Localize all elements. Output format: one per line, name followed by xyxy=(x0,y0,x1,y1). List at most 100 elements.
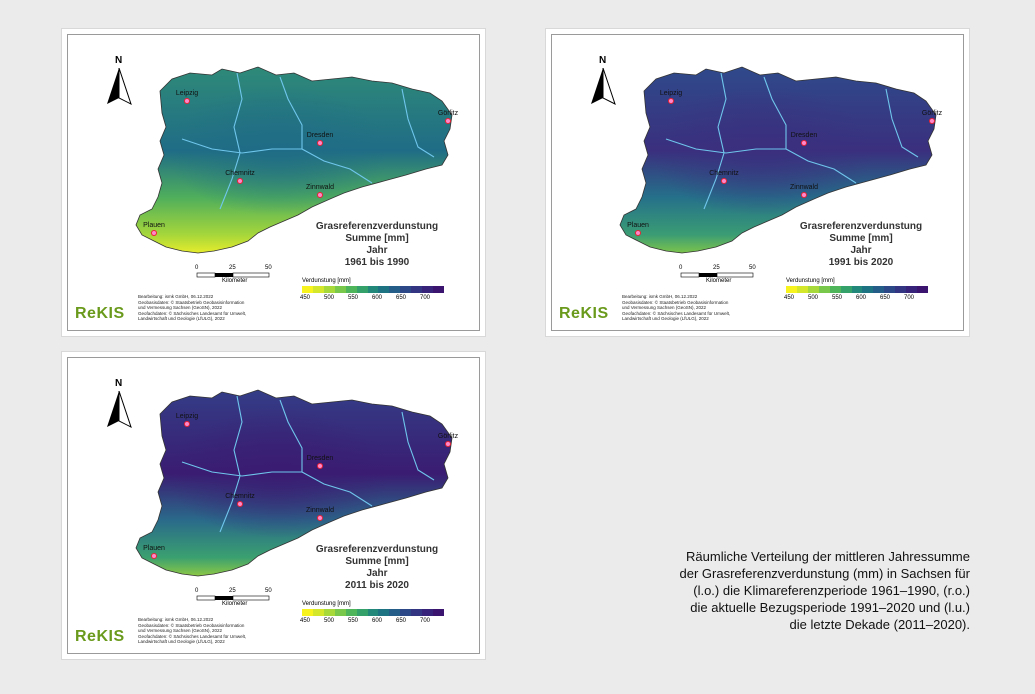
scale-bar xyxy=(196,595,270,601)
legend-swatch xyxy=(422,609,434,616)
city-marker xyxy=(668,98,674,104)
map-title-line: Summe [mm] xyxy=(345,556,409,567)
scale-tick-label: 50 xyxy=(749,265,756,271)
city-marker xyxy=(184,98,190,104)
credits-line: Landwirtschaft und Geologie (LfULG), 202… xyxy=(622,316,709,322)
legend-tick-label: 700 xyxy=(419,295,431,301)
legend-swatch xyxy=(400,286,412,293)
legend-tick-label: 550 xyxy=(831,295,843,301)
north-label: N xyxy=(599,55,607,66)
map-panel-1961-1990: N Leipzig Dresden Görlitz Chemnitz Zinnwald Pl… xyxy=(62,29,485,336)
north-arrow-icon xyxy=(107,391,132,428)
city-label: Leipzig xyxy=(659,90,683,97)
legend-swatch xyxy=(302,609,313,616)
city-marker xyxy=(721,178,727,184)
city-label: Plauen xyxy=(627,222,649,229)
legend-swatch xyxy=(840,286,852,293)
scale-tick-label: 25 xyxy=(229,588,236,594)
legend-swatch xyxy=(906,286,918,293)
caption-line: die aktuelle Bezugsperiode 1991–2020 und… xyxy=(690,600,970,615)
scale-tick-label: 50 xyxy=(265,265,272,271)
map-frame xyxy=(67,357,480,654)
city-marker xyxy=(317,140,323,146)
city-label: Leipzig xyxy=(175,413,199,420)
legend-tick-label: 500 xyxy=(807,295,819,301)
legend-swatch xyxy=(917,286,928,293)
credits-line: Geofachdaten: © Sächsisches Landesamt fü… xyxy=(138,633,247,639)
legend-title: Verdunstung [mm] xyxy=(302,601,351,607)
legend-swatch xyxy=(378,286,390,293)
scale-tick-label: 0 xyxy=(679,265,683,271)
legend-swatch xyxy=(818,286,830,293)
north-label: N xyxy=(115,55,123,66)
city-marker xyxy=(151,230,157,236)
legend-swatch xyxy=(334,609,346,616)
legend-swatch xyxy=(400,609,412,616)
map-title-line: Grasreferenzverdunstung xyxy=(799,221,923,232)
credits-line: Geobasisdaten: © Staatsbetrieb Geobasisi… xyxy=(622,299,729,305)
legend-color-bar xyxy=(302,609,444,616)
river-line xyxy=(301,148,373,184)
legend-tick-label: 500 xyxy=(323,295,335,301)
river-line xyxy=(279,399,303,472)
legend-swatch xyxy=(378,609,390,616)
city-marker xyxy=(317,192,323,198)
city-label: Dresden xyxy=(790,132,818,139)
region-shading xyxy=(620,67,936,253)
city-label: Leipzig xyxy=(175,90,199,97)
city-label: Plauen xyxy=(143,222,165,229)
map-title-line: 1961 bis 1990 xyxy=(344,257,410,268)
city-marker xyxy=(151,553,157,559)
city-marker xyxy=(445,441,451,447)
legend-swatch xyxy=(796,286,808,293)
region-shading xyxy=(136,67,452,253)
map-title-line: 2011 bis 2020 xyxy=(345,580,409,591)
credits-text: Bearbeitung: ismk GmbH, 06.12.2022 Geobas… xyxy=(138,294,288,322)
legend-swatch xyxy=(334,286,346,293)
credits-text: Bearbeitung: ismk GmbH, 06.12.2022 Geobas… xyxy=(138,617,288,645)
legend-color-bar xyxy=(786,286,928,293)
river-line xyxy=(301,471,373,507)
legend-title: Verdunstung [mm] xyxy=(786,278,835,284)
legend-swatch xyxy=(389,609,401,616)
north-arrow-icon xyxy=(591,68,616,105)
river-line xyxy=(181,138,302,154)
river-line xyxy=(785,148,857,184)
legend-swatch xyxy=(433,609,444,616)
city-label: Zinnwald xyxy=(305,184,335,191)
credits-line: Geobasisdaten: © Staatsbetrieb Geobasisi… xyxy=(138,622,245,628)
legend-tick-label: 550 xyxy=(347,618,359,624)
city-label: Görlitz xyxy=(437,110,459,117)
city-marker xyxy=(317,463,323,469)
region-shading xyxy=(136,390,452,576)
map-title-line: Jahr xyxy=(366,245,388,256)
city-marker xyxy=(237,178,243,184)
credits-line: Landwirtschaft und Geologie (LfULG), 202… xyxy=(138,316,225,322)
map-title-line: Summe [mm] xyxy=(345,233,409,244)
legend-swatch xyxy=(323,609,335,616)
scale-tick-label: 0 xyxy=(195,588,199,594)
legend-swatch xyxy=(411,286,423,293)
city-marker xyxy=(635,230,641,236)
legend-swatch xyxy=(389,286,401,293)
legend-tick-label: 450 xyxy=(299,618,311,624)
city-marker xyxy=(184,421,190,427)
legend-tick-label: 450 xyxy=(783,295,795,301)
map-title: Grasreferenzverdunstung Summe [mm] Jahr 201… xyxy=(302,544,452,592)
credits-line: Geobasisdaten: © Staatsbetrieb Geobasisi… xyxy=(138,299,245,305)
legend-swatch xyxy=(356,286,368,293)
scale-tick-label: 25 xyxy=(229,265,236,271)
map-title-line: Grasreferenzverdunstung xyxy=(315,544,439,555)
legend-tick-label: 450 xyxy=(299,295,311,301)
credits-line: Geofachdaten: © Sächsisches Landesamt fü… xyxy=(622,310,731,316)
legend-swatch xyxy=(895,286,907,293)
legend-tick-label: 500 xyxy=(323,618,335,624)
city-marker xyxy=(317,515,323,521)
legend-swatch xyxy=(411,609,423,616)
city-marker xyxy=(237,501,243,507)
legend-swatch xyxy=(345,286,357,293)
legend-tick-label: 700 xyxy=(903,295,915,301)
scale-unit: Kilometer xyxy=(706,278,732,284)
scale-bar xyxy=(680,272,754,278)
legend-swatch xyxy=(312,609,324,616)
